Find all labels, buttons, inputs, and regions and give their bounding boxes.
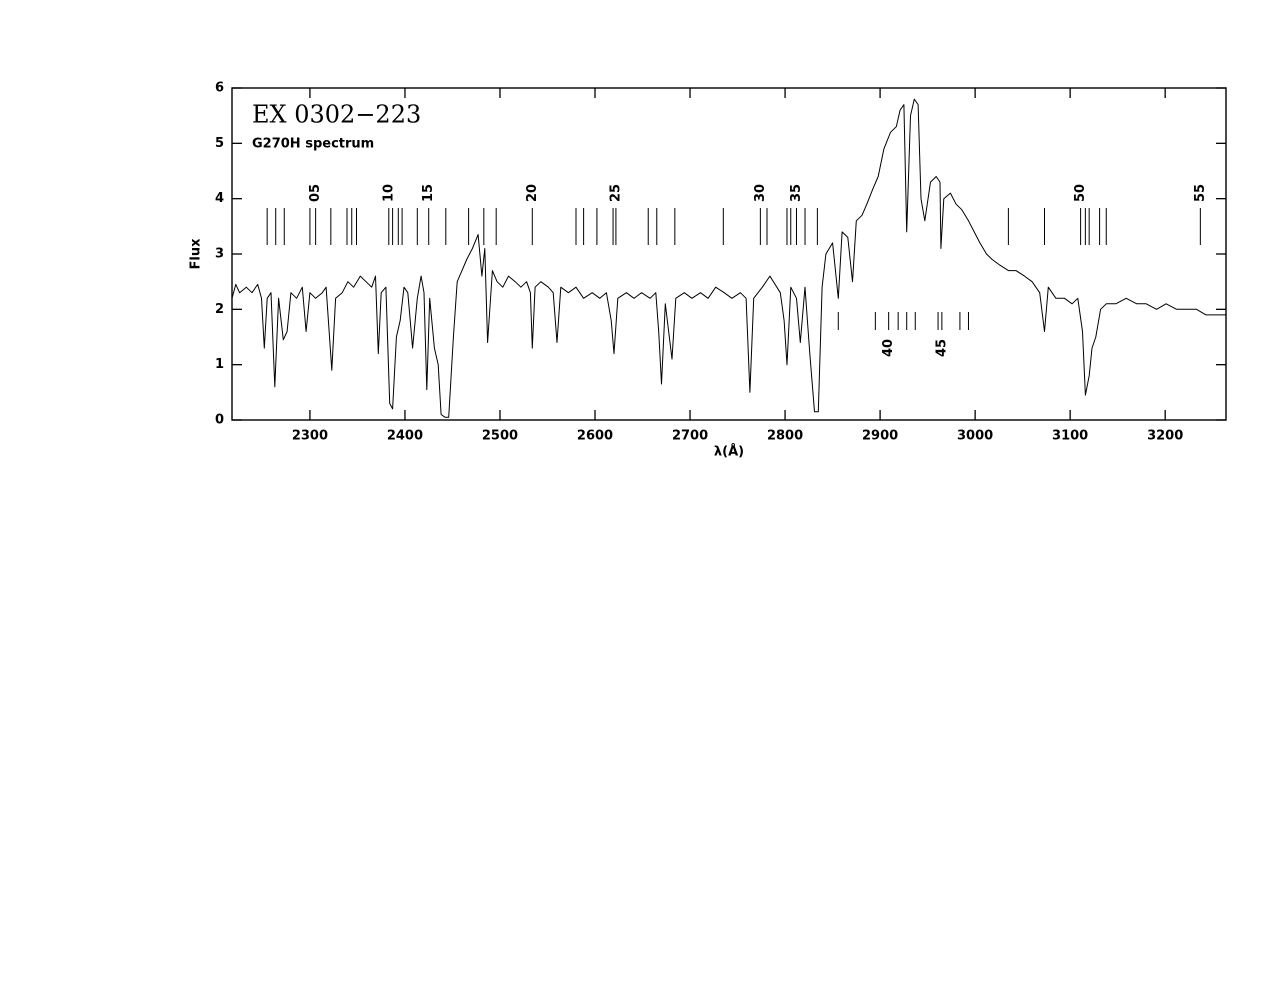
y-tick-label: 3	[215, 247, 224, 262]
line-label: 35	[789, 184, 804, 202]
y-tick-label: 6	[215, 81, 224, 96]
y-tick-label: 0	[215, 413, 224, 428]
y-tick-label: 4	[215, 191, 224, 206]
line-label: 30	[753, 184, 768, 202]
y-tick-label: 1	[215, 357, 224, 372]
chart-title: EX 0302−223	[252, 101, 421, 129]
spectrum-line	[231, 98, 1226, 418]
x-tick-label: 2700	[672, 429, 708, 444]
x-tick-label: 2400	[387, 429, 423, 444]
x-tick-label: 2900	[862, 429, 898, 444]
plot-frame	[231, 87, 1227, 421]
x-tick-label: 2300	[292, 429, 328, 444]
x-tick-label: 2800	[767, 429, 803, 444]
y-axis-label: Flux	[189, 238, 204, 270]
chart-subtitle: G270H spectrum	[252, 137, 374, 152]
line-label: 45	[934, 339, 949, 357]
line-label: 40	[881, 339, 896, 357]
line-label: 05	[308, 184, 323, 202]
line-label: 50	[1073, 184, 1088, 202]
x-tick-label: 2600	[577, 429, 613, 444]
line-label: 25	[608, 184, 623, 202]
x-tick-label: 2500	[482, 429, 518, 444]
x-tick-label: 3200	[1147, 429, 1183, 444]
line-label: 10	[381, 184, 396, 202]
y-tick-label: 2	[215, 302, 224, 317]
x-axis-label: λ(Å)	[714, 444, 744, 460]
line-label: 20	[525, 184, 540, 202]
y-tick-label: 5	[215, 136, 224, 151]
x-tick-label: 3100	[1052, 429, 1088, 444]
line-label: 15	[421, 184, 436, 202]
x-tick-label: 3000	[957, 429, 993, 444]
line-label: 55	[1193, 184, 1208, 202]
